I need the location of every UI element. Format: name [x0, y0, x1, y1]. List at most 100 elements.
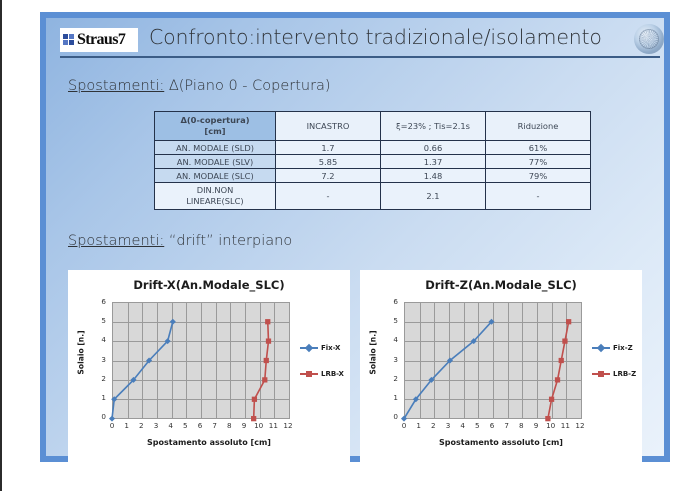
chart-legend-item: LRB-Z: [592, 368, 640, 380]
chart-data-point: [130, 376, 137, 383]
chart-data-point: [488, 318, 495, 325]
chart-series-line: [252, 321, 270, 419]
chart-data-point: [265, 319, 271, 325]
chart-legend-marker-icon: [300, 371, 318, 377]
table-cell: 1.7: [275, 140, 381, 155]
university-seal-icon: [634, 24, 664, 54]
chart-ytick-label: 5: [393, 316, 398, 326]
chart-data-point: [164, 338, 171, 345]
chart-xtick-label: 2: [431, 421, 436, 430]
chart-xtick-label: 8: [519, 421, 524, 430]
chart-legend: Fix-Z LRB-Z: [592, 342, 640, 394]
chart-data-point: [545, 416, 551, 422]
chart-title: Drift-X(An.Modale_SLC): [133, 278, 285, 292]
chart-data-point: [428, 376, 435, 383]
chart-x-axis-label: Spostamento assoluto [cm]: [147, 438, 271, 447]
table-corner-line2: [cm]: [204, 126, 226, 136]
displacement-table-wrap: Δ(0-copertura) [cm] INCASTRO ξ=23% ; Tis…: [154, 111, 591, 210]
chart-ytick-label: 6: [101, 297, 106, 306]
chart-xtick-label: 6: [489, 421, 495, 430]
chart-ytick-label: 5: [101, 316, 106, 326]
table-cell: 61%: [485, 140, 591, 155]
chart-legend-item: LRB-X: [300, 368, 348, 380]
chart-gridline-horizontal: [113, 398, 289, 400]
chart-xtick-label: 5: [183, 421, 188, 430]
chart-legend-marker-icon: [300, 343, 318, 353]
straus7-logo-icon: [63, 33, 76, 47]
section-heading-2-rest: “drift” interpiano: [164, 233, 293, 249]
chart-x-axis-label: Spostamento assoluto [cm]: [439, 438, 563, 447]
chart-data-point: [265, 338, 272, 344]
chart-y-axis-label: Solaio [n.]: [368, 330, 378, 375]
chart-legend-label: LRB-Z: [613, 370, 637, 378]
table-header-row: Δ(0-copertura) [cm] INCASTRO ξ=23% ; Tis…: [154, 111, 591, 141]
chart-xtick-label: 12: [283, 421, 293, 430]
presentation-slide: Straus7 Confronto:intervento tradizional…: [40, 12, 670, 465]
chart-gridline-horizontal: [113, 341, 289, 343]
chart-xtick-label: 11: [268, 421, 278, 430]
chart-data-point: [251, 416, 257, 422]
chart-legend-label: Fix-X: [321, 344, 341, 352]
section-heading-1-rest: Δ(Piano 0 - Copertura): [164, 78, 331, 94]
chart-legend-marker-icon: [592, 371, 610, 377]
table-cell: 1.48: [380, 168, 486, 183]
chart-legend-marker-icon: [592, 343, 610, 353]
table-row-label-line1: DIN.NON: [196, 185, 234, 195]
table-row: AN. MODALE (SLD) 1.7 0.66 61%: [154, 140, 591, 155]
chart-ytick-label: 2: [393, 373, 398, 383]
chart-data-point: [548, 396, 555, 402]
chart-data-point: [558, 357, 564, 364]
chart-series-line: [403, 321, 493, 420]
table-cell: 1.37: [380, 154, 486, 169]
chart-ytick-label: 0: [101, 412, 106, 421]
chart-gridline-horizontal: [405, 398, 581, 400]
chart-data-point: [566, 319, 572, 325]
table-cell: 5.85: [275, 154, 381, 169]
slide-title-bar: Straus7 Confronto:intervento tradizional…: [52, 22, 670, 66]
straus7-logo: Straus7: [60, 28, 138, 52]
chart-data-point: [262, 377, 268, 383]
chart-xtick-label: 1: [124, 421, 129, 430]
chart-xtick-label: 6: [197, 421, 203, 430]
table-row: AN. MODALE (SLV) 5.85 1.37 77%: [154, 154, 591, 169]
chart-xtick-label: 2: [139, 421, 144, 430]
table-cell: 2.1: [380, 182, 486, 210]
displacement-table: Δ(0-copertura) [cm] INCASTRO ξ=23% ; Tis…: [154, 111, 591, 210]
chart-ytick-label: 4: [393, 335, 398, 345]
chart-data-point: [146, 357, 153, 364]
chart-data-point: [554, 377, 561, 383]
page-left-rule: [0, 0, 2, 491]
chart-data-point: [169, 318, 176, 325]
table-corner-line1: Δ(0-copertura): [180, 115, 250, 125]
table-col-header-riduzione: Riduzione: [485, 111, 591, 141]
chart-ytick-label: 6: [393, 297, 398, 306]
chart-ytick-label: 3: [101, 354, 106, 364]
table-col-header-isolated: ξ=23% ; Tis=2.1s: [380, 111, 486, 141]
table-row-label: DIN.NON LINEARE(SLC): [154, 182, 276, 210]
chart-xtick-label: 3: [445, 421, 451, 430]
chart-gridline-horizontal: [405, 341, 581, 343]
chart-title: Drift-Z(An.Modale_SLC): [425, 278, 577, 292]
chart-series-line: [547, 321, 570, 419]
chart-xtick-label: 9: [533, 421, 539, 430]
chart-data-point: [562, 338, 568, 344]
table-row: DIN.NON LINEARE(SLC) - 2.1 -: [154, 182, 591, 210]
chart-xtick-label: 7: [212, 421, 217, 430]
chart-legend-label: LRB-X: [321, 370, 344, 378]
table-cell: 7.2: [275, 168, 381, 183]
table-row-label: AN. MODALE (SLC): [154, 168, 276, 183]
chart-gridline-horizontal: [113, 379, 289, 381]
chart-xtick-label: 9: [241, 421, 247, 430]
chart-ytick-label: 0: [393, 412, 398, 421]
chart-data-point: [263, 357, 269, 364]
table-col-header-incastro: INCASTRO: [275, 111, 381, 141]
chart-legend-label: Fix-Z: [613, 344, 633, 352]
table-row-label-line2: LINEARE(SLC): [186, 196, 244, 206]
title-divider: [60, 56, 660, 58]
table-cell: -: [275, 182, 381, 210]
chart-plot-area: [112, 302, 290, 419]
chart-panel-drift-x: Drift-X(An.Modale_SLC) 0 1 2 3 4 5 6 7 8 9 10 11 12 0 1…: [68, 270, 350, 465]
table-corner-header: Δ(0-copertura) [cm]: [154, 111, 276, 141]
chart-panel-drift-z: Drift-Z(An.Modale_SLC) 0 1 2 3 4 5 6 7 8 9 10 11 12 0 1…: [360, 270, 642, 465]
page-title: Confronto:intervento tradizionale/isolam…: [149, 25, 602, 49]
